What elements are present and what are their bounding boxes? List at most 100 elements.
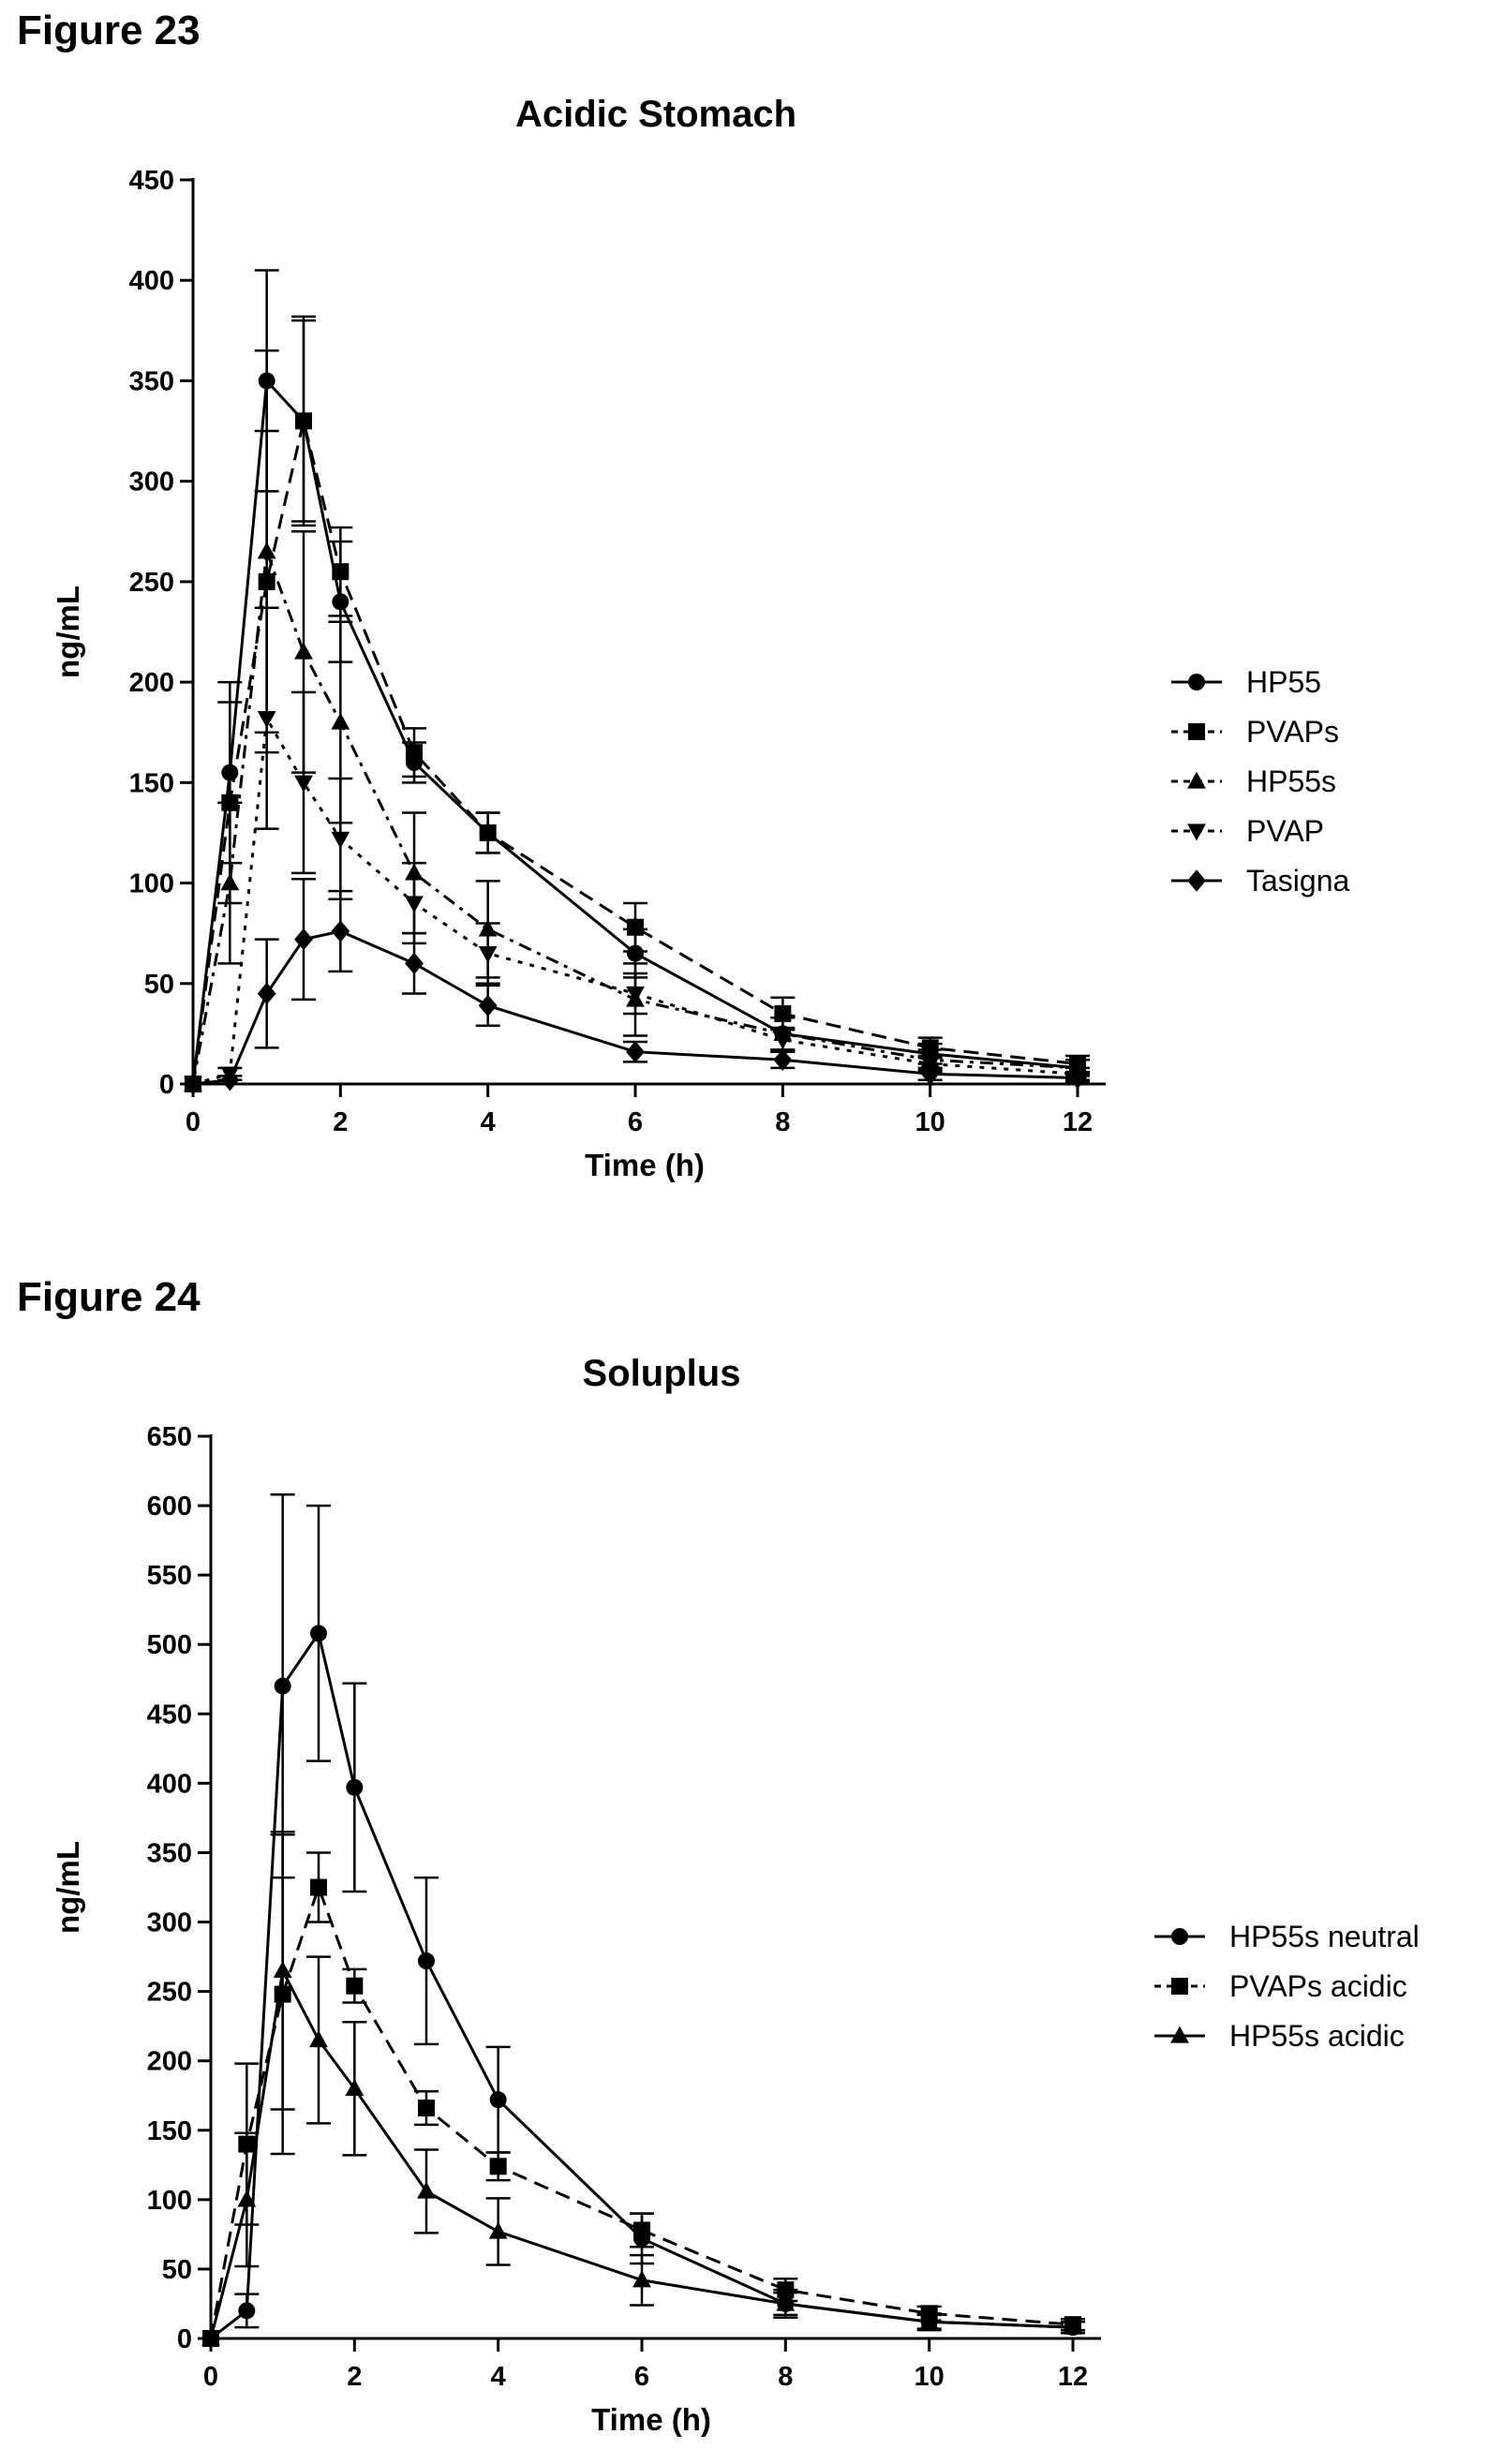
series-hp55s — [184, 349, 1090, 1091]
data-point — [1068, 1066, 1087, 1090]
series-pvap — [184, 606, 1090, 1094]
data-point — [220, 873, 240, 891]
data-point — [627, 944, 644, 962]
data-point — [1064, 2317, 1082, 2335]
data-point — [626, 986, 645, 1003]
y-tick-label: 50 — [144, 970, 174, 1000]
y-tick-label: 150 — [147, 2116, 192, 2146]
figure-23-label: Figure 23 — [17, 7, 201, 53]
legend-marker — [1188, 674, 1205, 690]
legend-item-pvap: PVAP — [1171, 814, 1324, 848]
x-tick-label: 0 — [186, 1107, 201, 1137]
data-point — [417, 2181, 436, 2199]
legend-item-pvaps-acidic: PVAPs acidic — [1154, 1969, 1407, 2003]
x-tick-label: 4 — [491, 2362, 506, 2392]
legend-item-hp55s: HP55s — [1171, 764, 1336, 798]
data-point — [921, 1039, 939, 1057]
legend-marker — [1171, 1978, 1188, 1995]
y-tick-label: 300 — [129, 468, 174, 497]
y-tick-label: 250 — [147, 1978, 192, 2008]
x-ticks: 0 2 4 6 8 10 12 — [203, 2338, 1088, 2392]
x-tick-label: 10 — [915, 2362, 945, 2392]
x-tick-label: 0 — [203, 2362, 218, 2392]
y-ticks: 0 50 100 150 200 250 300 350 400 450 — [129, 166, 193, 1100]
x-tick-label: 2 — [347, 2362, 362, 2392]
acidic-stomach-chart: Acidic Stomach05010015020025030035040045… — [51, 94, 1350, 1182]
y-tick-label: 100 — [147, 2186, 192, 2216]
legend-marker — [1187, 824, 1206, 841]
legend-marker — [1187, 771, 1206, 789]
data-point — [310, 1878, 327, 1896]
y-tick-label: 550 — [147, 1561, 192, 1591]
y-tick-label: 650 — [147, 1422, 192, 1452]
data-point — [294, 775, 313, 793]
x-tick-label: 12 — [1063, 1107, 1093, 1137]
data-point — [237, 2189, 257, 2207]
x-tick-label: 10 — [915, 1107, 945, 1137]
data-point — [406, 744, 423, 762]
data-point — [773, 1048, 793, 1071]
data-point — [332, 563, 350, 581]
data-point — [489, 2158, 507, 2175]
data-point — [273, 1961, 292, 1979]
y-tick-label: 400 — [129, 266, 174, 296]
x-tick-label: 8 — [778, 2362, 793, 2392]
data-point — [478, 994, 498, 1017]
legend-label: Tasigna — [1246, 864, 1350, 898]
data-point — [920, 1062, 940, 1085]
y-tick-label: 100 — [129, 869, 174, 899]
data-point — [257, 982, 276, 1005]
legend-label: HP55s — [1246, 764, 1336, 798]
data-point — [919, 2311, 939, 2329]
x-tick-label: 6 — [628, 1107, 643, 1137]
data-point — [294, 642, 313, 660]
y-tick-label: 0 — [177, 2324, 192, 2354]
series-pvaps-acidic — [202, 1833, 1085, 2347]
legend-label: HP55s neutral — [1229, 1920, 1420, 1953]
x-tick-label: 12 — [1058, 2362, 1088, 2392]
y-tick-label: 150 — [129, 768, 174, 798]
data-point — [346, 1778, 364, 1796]
data-point — [345, 2078, 365, 2096]
data-point — [488, 2221, 508, 2239]
legend-label: HP55s acidic — [1229, 2019, 1405, 2053]
data-point — [331, 920, 350, 943]
x-axis-label: Time (h) — [591, 2402, 711, 2437]
data-point — [478, 945, 498, 963]
y-tick-label: 200 — [129, 668, 174, 698]
legend-item-hp55s-acidic: HP55s acidic — [1154, 2019, 1405, 2053]
data-point — [633, 2221, 650, 2239]
y-tick-label: 450 — [129, 166, 174, 196]
data-point — [295, 412, 312, 430]
data-point — [418, 2100, 435, 2117]
data-point — [257, 542, 276, 559]
data-point — [405, 952, 424, 975]
data-point — [418, 1952, 435, 1970]
legend-item-hp55: HP55 — [1171, 665, 1321, 699]
legend-marker — [1188, 723, 1205, 740]
legend-label: HP55 — [1246, 665, 1321, 699]
figure-24-label: Figure 24 — [17, 1274, 201, 1320]
legend-marker — [1170, 2026, 1189, 2043]
y-ticks: 0 50 100 150 200 250 300 350 400 450 500 550 600 650 — [147, 1422, 211, 2354]
chart-title: Acidic Stomach — [515, 94, 796, 135]
data-point — [309, 2030, 328, 2048]
data-point — [220, 1069, 240, 1091]
data-point — [184, 1073, 202, 1095]
series-hp55s-acidic — [201, 1830, 1085, 2346]
series-line — [191, 420, 1079, 1085]
y-axis-label: ng/mL — [51, 586, 85, 678]
legend-marker — [1171, 1928, 1188, 1945]
x-axis-label: Time (h) — [585, 1148, 705, 1182]
y-tick-label: 200 — [147, 2047, 192, 2077]
x-tick-label: 6 — [634, 2362, 649, 2392]
soluplus-chart: Soluplus05010015020025030035040045050055… — [51, 1353, 1420, 2437]
legend-label: PVAP — [1246, 814, 1324, 848]
legend-item-pvaps: PVAPs — [1171, 715, 1339, 749]
y-tick-label: 300 — [147, 1908, 192, 1938]
data-point — [489, 2091, 507, 2109]
series-hp55s-neutral — [202, 1492, 1085, 2347]
data-point — [331, 712, 350, 730]
data-point — [405, 896, 424, 913]
legend-label: PVAPs — [1246, 715, 1339, 749]
